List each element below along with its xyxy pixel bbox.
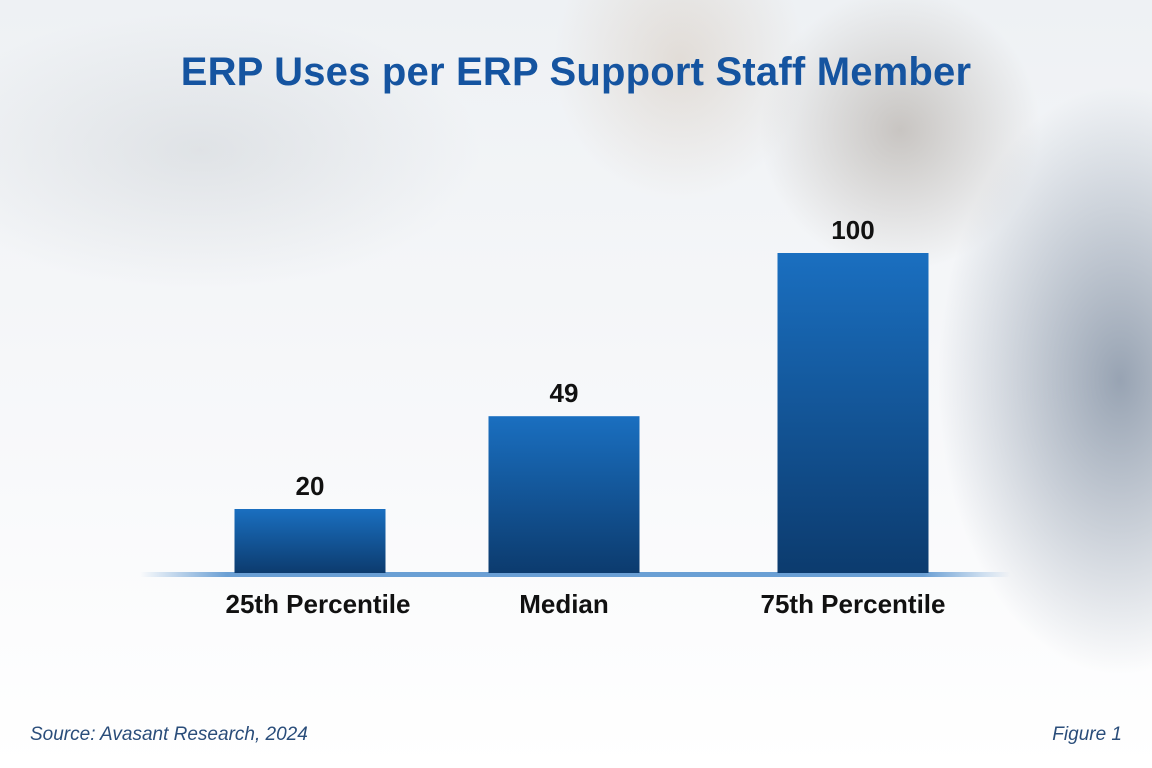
source-note: Source: Avasant Research, 2024 bbox=[30, 724, 308, 745]
data-label: 100 bbox=[831, 215, 874, 245]
bar-1 bbox=[488, 416, 640, 573]
bar-0 bbox=[234, 509, 386, 573]
category-label: 25th Percentile bbox=[226, 589, 411, 619]
chart-title: ERP Uses per ERP Support Staff Member bbox=[180, 50, 972, 94]
category-label: 75th Percentile bbox=[761, 589, 946, 619]
data-label: 49 bbox=[550, 378, 579, 408]
data-label: 20 bbox=[296, 471, 325, 501]
bar-2 bbox=[777, 253, 929, 573]
figure-label: Figure 1 bbox=[1052, 724, 1122, 745]
category-label: Median bbox=[519, 589, 609, 619]
baseline bbox=[140, 572, 1010, 577]
